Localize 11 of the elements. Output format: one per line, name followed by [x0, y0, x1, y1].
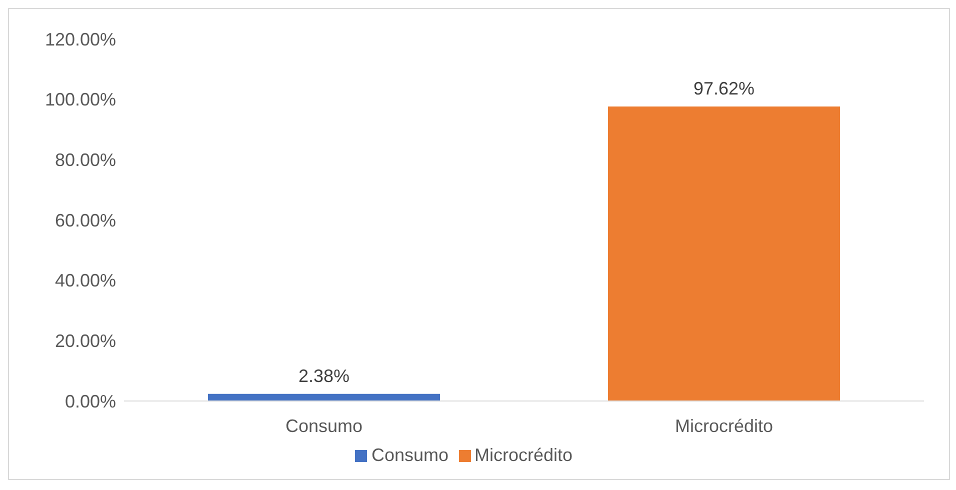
y-tick-label: 0.00% — [64, 391, 116, 412]
y-tick-label: 60.00% — [54, 210, 116, 230]
y-tick-label: 80.00% — [54, 150, 116, 170]
y-tick-label: 20.00% — [54, 331, 116, 352]
y-tick-label: 40.00% — [54, 270, 116, 291]
y-tick-label: 120.00% — [44, 29, 116, 50]
data-label: 97.62% — [693, 78, 755, 99]
legend-label: Microcrédito — [474, 445, 573, 465]
legend-label: Consumo — [371, 445, 448, 465]
y-tick-label: 100.00% — [44, 90, 116, 110]
data-label: 2.38% — [298, 366, 350, 386]
